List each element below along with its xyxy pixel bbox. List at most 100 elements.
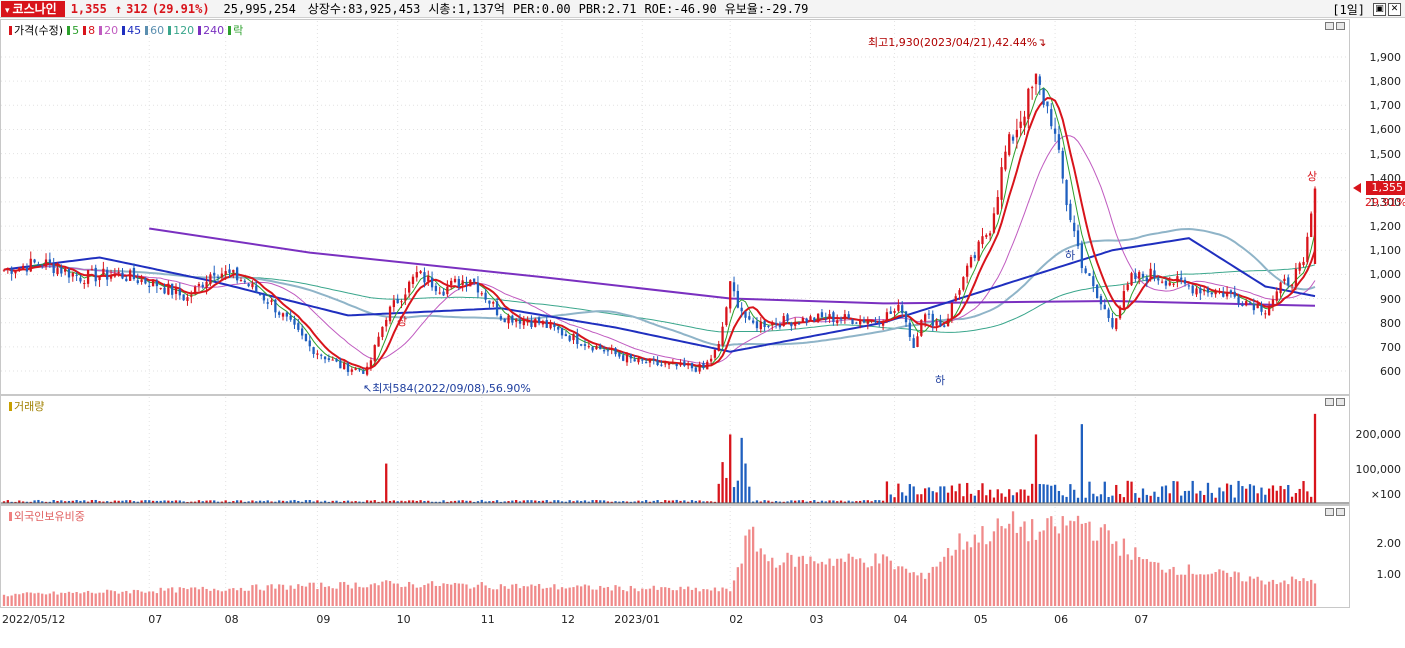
candle-body [839, 318, 843, 320]
candle-body [121, 272, 124, 279]
candle-body [304, 333, 308, 342]
high-annotation-text: 최고1,930(2023/04/21),42.44% [868, 36, 1038, 49]
maximize-pane-icon[interactable] [1336, 508, 1345, 516]
volume-bar [228, 501, 231, 503]
legend-item-5[interactable]: 60 [150, 23, 165, 37]
candle-body [874, 320, 877, 323]
candle-body [729, 281, 732, 309]
candle-body [824, 318, 827, 320]
candle-body [656, 360, 659, 366]
foreign-bar [522, 586, 525, 606]
foreign-bar [343, 581, 346, 606]
restore-icon[interactable]: ▣ [1373, 2, 1386, 16]
candle-body [484, 292, 487, 300]
volume-bar [476, 501, 480, 503]
foreign-bar [430, 581, 434, 606]
foreign-bar [725, 588, 728, 606]
volume-bar [270, 501, 273, 503]
legend-swatch [83, 25, 87, 35]
candle-body [2, 269, 6, 271]
minimize-pane-icon[interactable] [1325, 398, 1334, 406]
candle-body [430, 277, 434, 288]
candle-body [1229, 290, 1233, 294]
candle-body [67, 268, 71, 278]
candle-body [606, 350, 610, 352]
candle-body [805, 318, 808, 323]
candle-body [247, 283, 250, 287]
candle-body [1141, 273, 1145, 278]
volume-bar [1310, 496, 1313, 503]
foreign-bar [748, 529, 751, 606]
legend-item-8[interactable]: 락 [233, 24, 244, 37]
volume-bar [908, 484, 911, 503]
minimize-pane-icon[interactable] [1325, 22, 1334, 30]
foreign-bar [48, 593, 52, 606]
foreign-bar [702, 589, 705, 606]
legend-item-2[interactable]: 8 [88, 23, 96, 37]
foreign-bar [809, 556, 812, 606]
volume-bar [1233, 497, 1236, 503]
foreign-bar [385, 580, 388, 606]
legend-item-1[interactable]: 5 [72, 23, 80, 37]
volume-pane: 거래량 [0, 395, 1350, 505]
volume-bar [1088, 481, 1091, 503]
candle-body [836, 320, 839, 324]
volume-bar [365, 500, 369, 503]
volume-bar [560, 501, 564, 503]
legend-item-0[interactable]: 가격(수정) [14, 24, 64, 37]
volume-bar [1225, 483, 1229, 503]
legend-swatch [122, 25, 126, 35]
volume-bar [797, 500, 801, 503]
foreign-bar [197, 589, 201, 606]
candle-body [232, 269, 235, 273]
date-tick-label: 10 [396, 613, 411, 626]
per-value: PER:0.00 [512, 1, 571, 16]
close-icon[interactable]: ✕ [1388, 2, 1401, 16]
legend-item-4[interactable]: 45 [127, 23, 142, 37]
foreign-bar [824, 564, 827, 606]
foreign-bar [1237, 572, 1240, 606]
price-tick-label: 600 [1380, 365, 1401, 378]
volume-bar [801, 500, 804, 503]
volume-bar [1267, 488, 1271, 503]
candle-body [755, 321, 759, 329]
foreign-bar [442, 583, 445, 606]
volume-bar [1160, 486, 1164, 503]
legend-item-6[interactable]: 120 [173, 23, 195, 37]
maximize-pane-icon[interactable] [1336, 398, 1345, 406]
stock-name-selector[interactable]: ▾ 코스나인 [1, 0, 65, 17]
candle-body [186, 297, 189, 301]
price-tick-label: 1,100 [1369, 244, 1402, 258]
candle-body [1157, 278, 1160, 281]
foreign-bar [400, 587, 403, 606]
candle-body [591, 347, 594, 351]
foreign-bar [851, 556, 854, 606]
legend-item-7[interactable]: 240 [203, 23, 225, 37]
candle-body [1103, 304, 1106, 310]
foreign-bar [155, 593, 159, 606]
volume-bar [243, 501, 246, 503]
foreign-bar [258, 589, 262, 606]
candle-body [675, 363, 678, 367]
maximize-pane-icon[interactable] [1336, 22, 1345, 30]
minimize-pane-icon[interactable] [1325, 508, 1334, 516]
volume-bar [14, 501, 17, 503]
foreign-bar [1245, 581, 1248, 606]
legend-item-3[interactable]: 20 [104, 23, 119, 37]
volume-bar [2, 501, 6, 503]
volume-bar [664, 500, 667, 503]
candle-body [878, 321, 881, 325]
volume-value: 25,995,254 [223, 1, 296, 16]
foreign-bar [75, 591, 78, 606]
volume-bar [461, 500, 464, 503]
candle-body [709, 358, 713, 362]
volume-bar [1264, 494, 1267, 503]
candle-body [10, 268, 13, 274]
volume-bar [1042, 484, 1045, 503]
period-selector[interactable]: [1일] [1332, 2, 1365, 17]
candle-body [683, 361, 686, 366]
foreign-bar [465, 584, 468, 606]
candle-body [759, 321, 762, 330]
volume-bar [683, 500, 686, 503]
